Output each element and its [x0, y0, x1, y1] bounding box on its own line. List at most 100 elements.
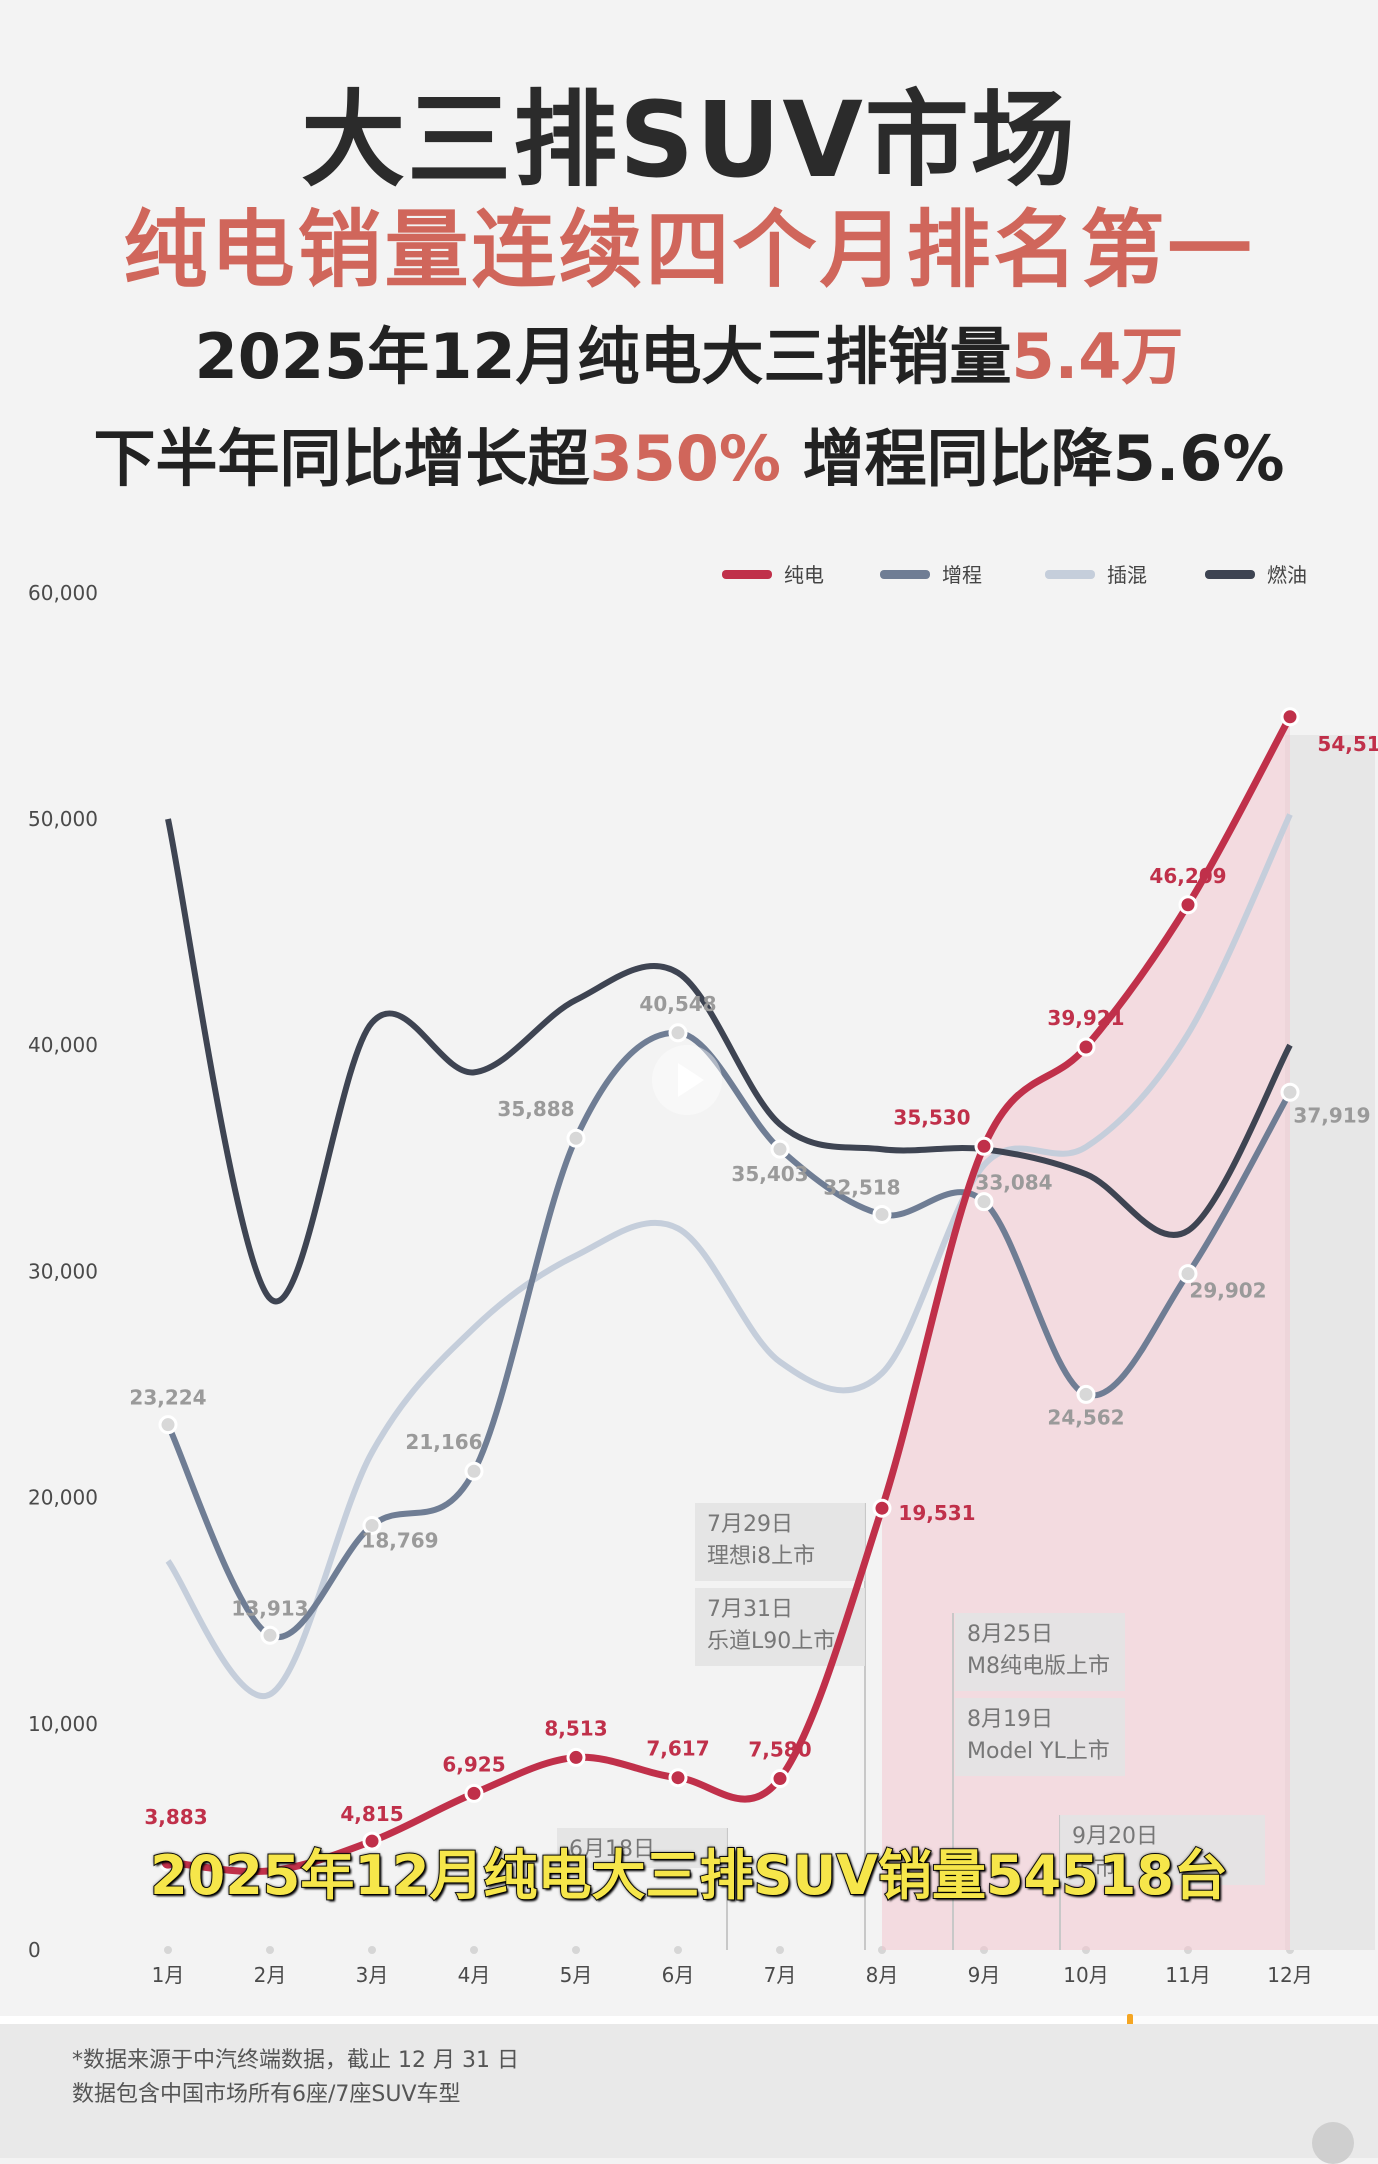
play-icon[interactable]	[652, 1045, 722, 1115]
page-subtitle: 纯电销量连续四个月排名第一	[123, 201, 1255, 299]
erev-data-label: 37,919	[1293, 1103, 1370, 1127]
erev-data-label: 18,769	[361, 1528, 438, 1552]
bev-point	[1280, 707, 1300, 727]
series-line-bev	[167, 715, 1294, 1875]
x-axis-dot	[572, 1946, 580, 1954]
erev-point	[158, 1415, 178, 1435]
bev-point	[872, 1498, 892, 1518]
x-tick-label: 12月	[1267, 1963, 1312, 1987]
bev-point	[974, 1136, 994, 1156]
series-line-ice	[165, 818, 1293, 1305]
bev-data-label: 3,883	[144, 1805, 207, 1829]
x-tick-label: 11月	[1165, 1963, 1210, 1987]
erev-point	[1076, 1384, 1096, 1404]
legend-label: 插混	[1107, 563, 1147, 587]
erev-point	[668, 1023, 688, 1043]
annotation-text: 乐道L90上市	[707, 1629, 835, 1654]
annotation-text: 9月20日	[1072, 1824, 1158, 1849]
annotation-text: 8月19日	[967, 1707, 1053, 1732]
bev-point	[464, 1783, 484, 1803]
erev-point	[974, 1192, 994, 1212]
bev-data-label: 7,617	[646, 1737, 709, 1761]
erev-point	[872, 1204, 892, 1224]
series-line-phev	[165, 813, 1293, 1700]
sales-line-chart: 0 10,000 20,000 30,000 40,000 50,000 60,000 1月 2…	[28, 563, 1378, 1987]
headline-3-text: 2025年12月纯电大三排销量	[194, 320, 1012, 393]
annotation-text: 6月18日	[569, 1837, 655, 1862]
erev-point	[1178, 1264, 1198, 1284]
x-tick-label: 1月	[152, 1963, 185, 1987]
erev-point	[566, 1128, 586, 1148]
series-line-erev	[165, 1029, 1293, 1641]
video-progress-bar[interactable]	[0, 2014, 1378, 2026]
x-tick-label: 7月	[764, 1963, 797, 1987]
y-tick-label: 10,000	[28, 1712, 98, 1736]
legend-label: 增程	[942, 563, 982, 587]
video-progress-fill	[0, 2016, 1130, 2024]
annotation-text: 7月31日	[707, 1597, 793, 1622]
annotation-text: 8月25日	[967, 1622, 1053, 1647]
erev-data-label: 24,562	[1047, 1405, 1124, 1429]
footer: *数据来源于中汽终端数据，截止 12 月 31 日 数据包含中国市场所有6座/7…	[0, 2024, 1378, 2158]
erev-data-label: 29,902	[1189, 1279, 1266, 1303]
legend-swatch	[1045, 570, 1095, 579]
erev-point	[770, 1139, 790, 1159]
plot-shade	[1285, 735, 1375, 1950]
erev-data-label: 32,518	[823, 1175, 900, 1199]
x-axis-dot	[776, 1946, 784, 1954]
annotation-text: 上市	[1072, 1856, 1116, 1881]
erev-point	[260, 1625, 280, 1645]
bev-data-label: 46,209	[1149, 864, 1226, 888]
y-tick-label: 40,000	[28, 1033, 98, 1057]
video-progress-handle[interactable]	[1126, 2014, 1133, 2026]
annotation-text: 7月29日	[707, 1512, 793, 1537]
erev-data-label: 23,224	[129, 1386, 206, 1410]
x-axis-dot	[164, 1946, 172, 1954]
headline-3-highlight: 5.4万	[1011, 320, 1184, 393]
x-axis-dot	[674, 1946, 682, 1954]
y-tick-label: 20,000	[28, 1486, 98, 1510]
headline-line-3: 2025年12月纯电大三排销量5.4万	[0, 306, 1378, 396]
x-tick-label: 9月	[968, 1963, 1001, 1987]
legend-swatch	[1205, 570, 1255, 579]
page-title: 大三排SUV市场	[301, 79, 1077, 201]
erev-point	[362, 1515, 382, 1535]
x-tick-label: 2月	[254, 1963, 287, 1987]
erev-point	[464, 1461, 484, 1481]
annotation-text: M8纯电版上市	[967, 1654, 1110, 1679]
erev-data-label: 13,913	[231, 1596, 308, 1620]
bev-data-label: 39,921	[1047, 1006, 1124, 1030]
video-caption: 2025年12月纯电大三排SUV销量54518台	[149, 1843, 1229, 1908]
bev-point	[1178, 895, 1198, 915]
annotation-box	[557, 1828, 727, 1868]
annotation-text: Model YL上市	[967, 1739, 1110, 1764]
annotation-box	[955, 1698, 1125, 1776]
avatar[interactable]	[1312, 2122, 1354, 2164]
legend-swatch	[722, 570, 772, 579]
bev-point	[668, 1768, 688, 1788]
bev-data-label: 7,580	[748, 1738, 811, 1762]
bev-data-label: 6,925	[442, 1752, 505, 1776]
legend-label: 纯电	[784, 563, 824, 587]
bev-point	[770, 1769, 790, 1789]
bev-point	[362, 1831, 382, 1851]
annotation-text: 理想i8上市	[707, 1544, 815, 1569]
bev-data-label: 19,531	[898, 1501, 975, 1525]
erev-data-label: 33,084	[975, 1171, 1052, 1195]
x-tick-label: 8月	[866, 1963, 899, 1987]
annotation-box	[955, 1613, 1125, 1691]
x-tick-label: 10月	[1063, 1963, 1108, 1987]
x-tick-label: 5月	[560, 1963, 593, 1987]
headline-line-4: 下半年同比增长超350% 增程同比降5.6%	[0, 408, 1378, 498]
x-tick-label: 4月	[458, 1963, 491, 1987]
annotation-box	[695, 1503, 865, 1581]
bev-data-label: 54,518	[1317, 732, 1378, 756]
bev-point	[158, 1852, 178, 1872]
footnote-scope: 数据包含中国市场所有6座/7座SUV车型	[72, 2082, 461, 2107]
y-tick-label: 50,000	[28, 807, 98, 831]
erev-data-label: 35,403	[731, 1162, 808, 1186]
bev-point	[1076, 1037, 1096, 1057]
footnote-source: *数据来源于中汽终端数据，截止 12 月 31 日	[72, 2048, 519, 2073]
annotation-box	[1060, 1815, 1265, 1885]
y-tick-label: 0	[28, 1938, 41, 1962]
